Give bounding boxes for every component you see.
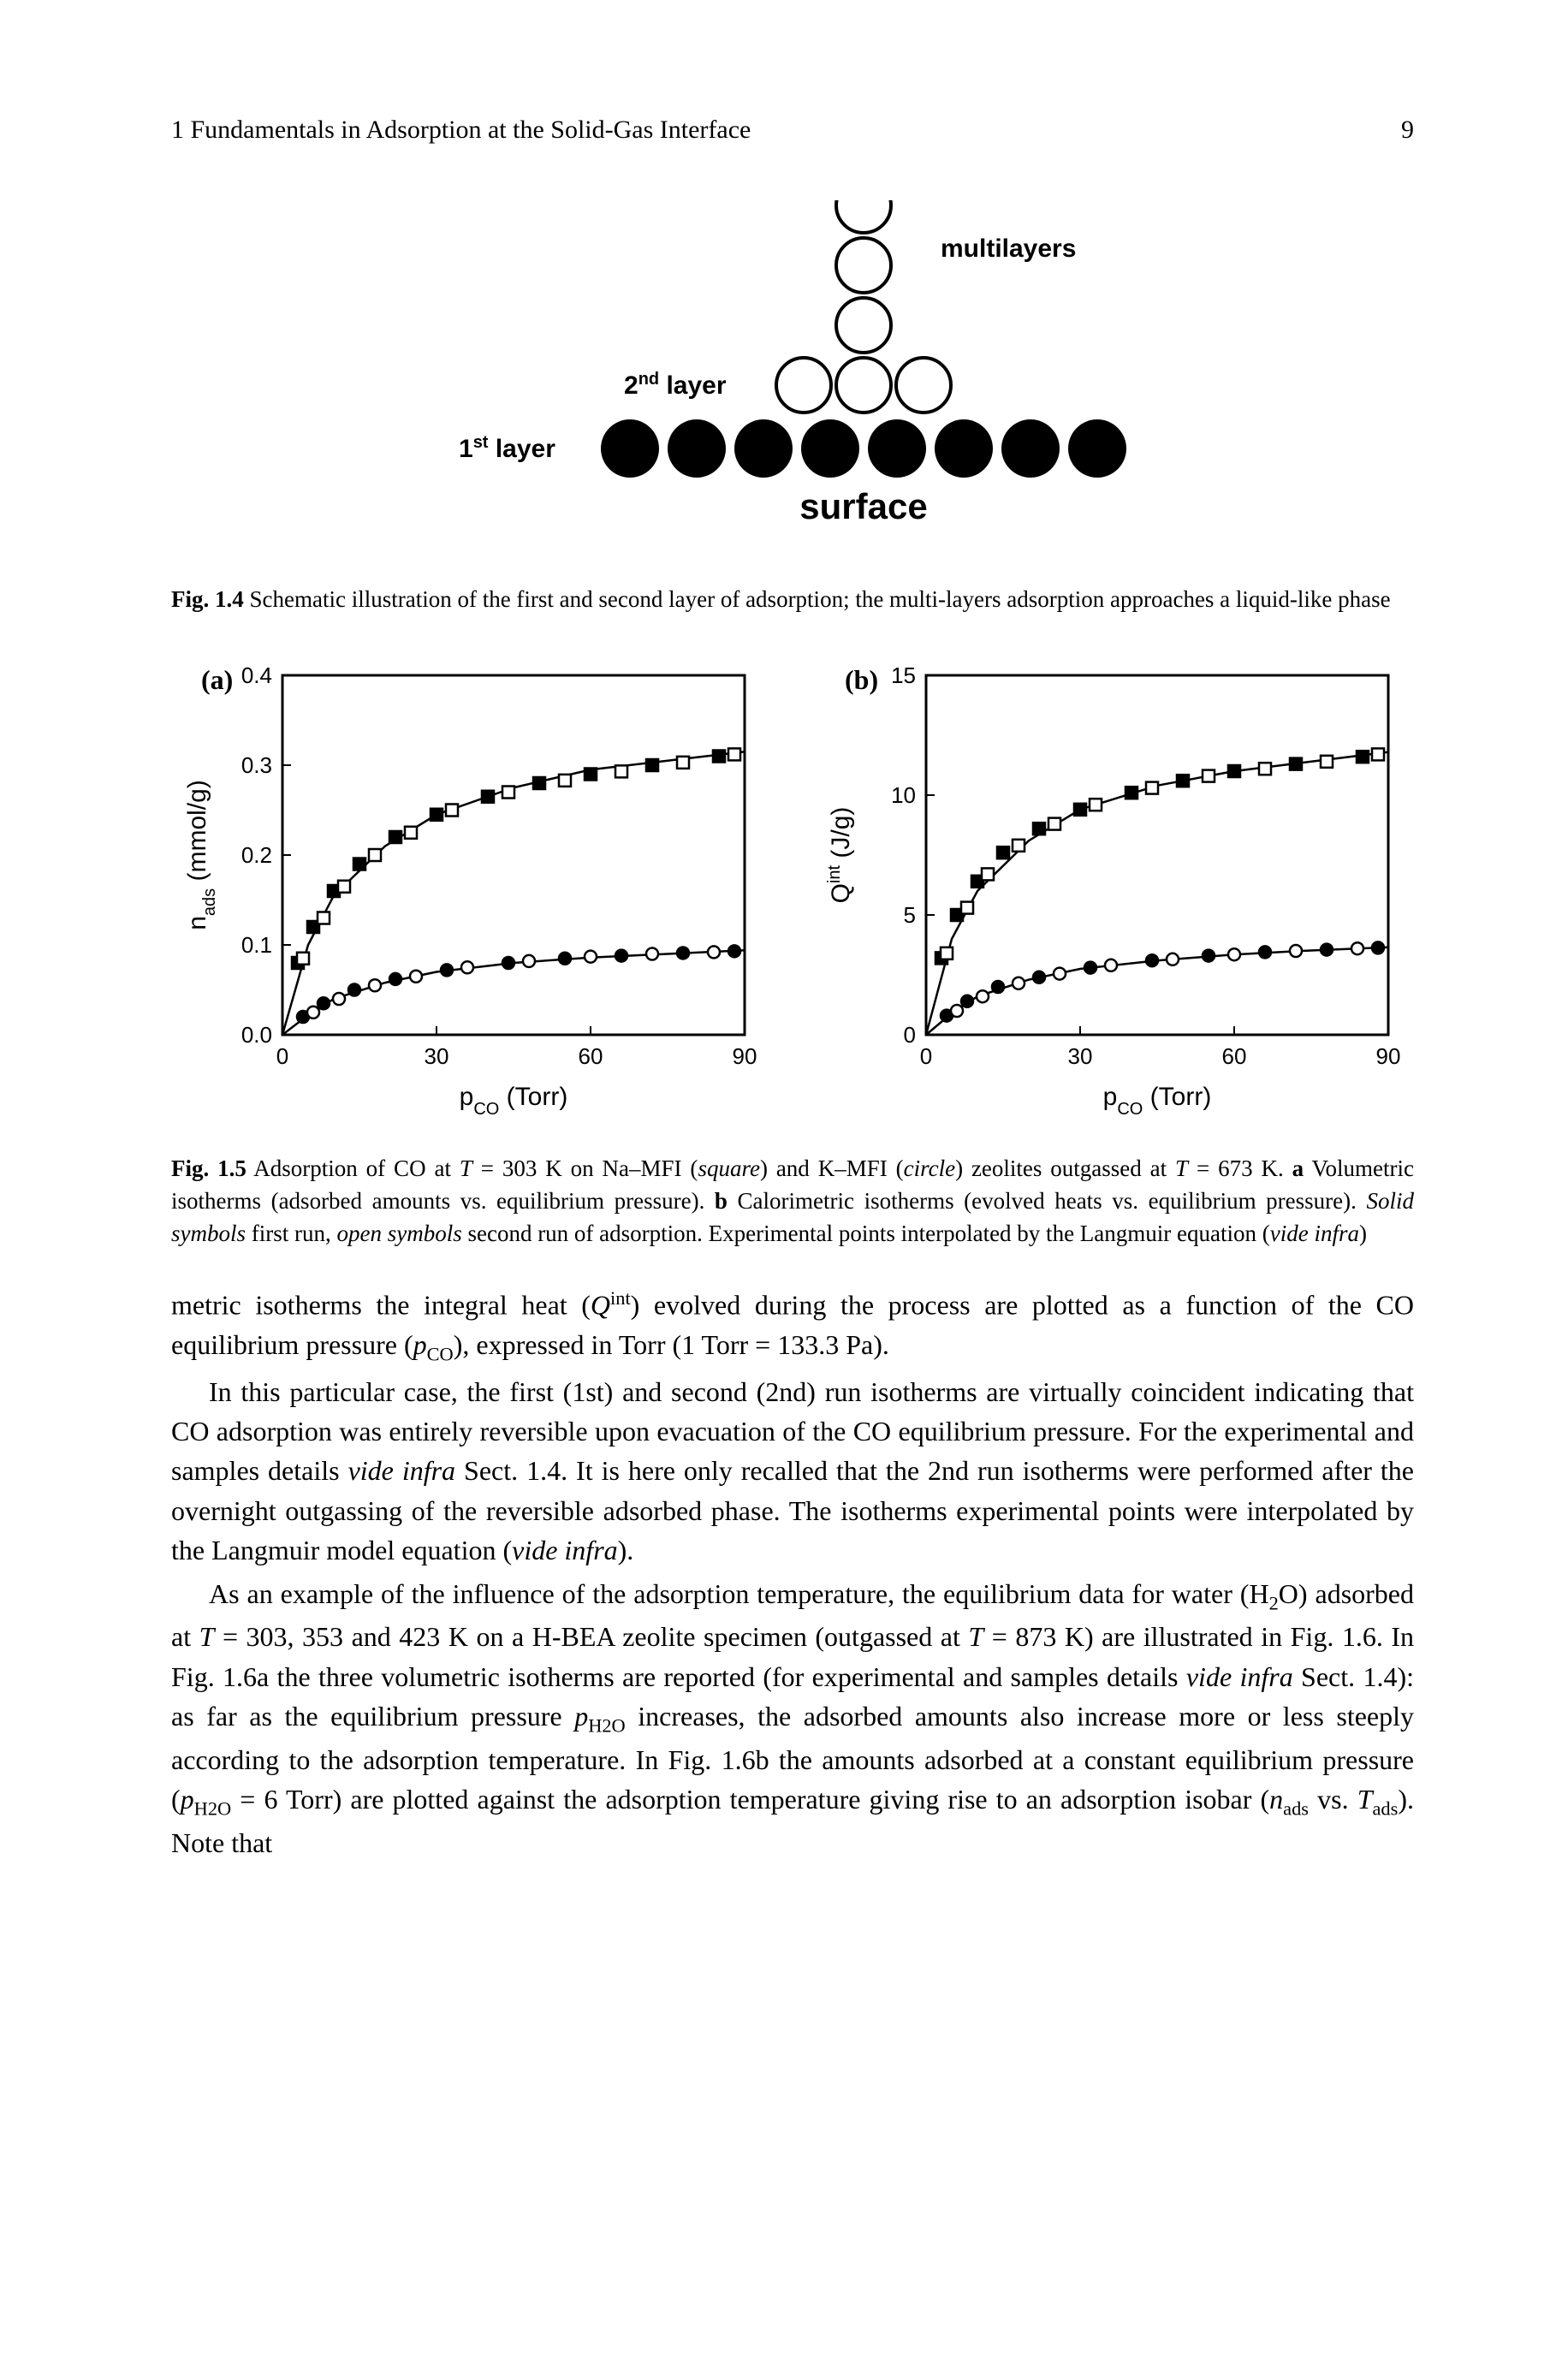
svg-text:0.3: 0.3 — [241, 752, 272, 778]
svg-text:0.1: 0.1 — [241, 932, 272, 958]
svg-text:15: 15 — [891, 662, 916, 688]
svg-text:0.0: 0.0 — [241, 1022, 272, 1048]
chapter-title: 1 Fundamentals in Adsorption at the Soli… — [171, 111, 751, 149]
svg-text:multilayers: multilayers — [941, 235, 1076, 263]
svg-text:30: 30 — [425, 1043, 449, 1069]
svg-text:5: 5 — [904, 902, 916, 928]
svg-text:0: 0 — [904, 1022, 916, 1048]
svg-text:0.2: 0.2 — [241, 842, 272, 868]
body-p2: In this particular case, the first (1st)… — [171, 1372, 1414, 1571]
fig-1-4-caption-text: Schematic illustration of the first and … — [244, 586, 1391, 612]
svg-text:2nd layer: 2nd layer — [624, 370, 727, 400]
svg-text:surface: surface — [799, 486, 927, 526]
svg-text:30: 30 — [1068, 1043, 1093, 1069]
figure-1-5: 0 30 60 90 0.0 0.1 0.2 0.3 0.4 (a) pCO (Torr) nads … — [171, 650, 1414, 1250]
body-p3: As an example of the influence of the ad… — [171, 1574, 1414, 1863]
svg-text:60: 60 — [579, 1043, 603, 1069]
fig-1-5-label: Fig. 1.5 — [171, 1155, 246, 1181]
page-number: 9 — [1401, 111, 1414, 149]
fig-1-4-caption: Fig. 1.4 Schematic illustration of the f… — [171, 584, 1414, 616]
svg-text:90: 90 — [733, 1043, 757, 1069]
svg-text:90: 90 — [1376, 1043, 1401, 1069]
svg-text:pCO (Torr): pCO (Torr) — [460, 1083, 568, 1119]
svg-text:0: 0 — [276, 1043, 288, 1069]
fig-1-5a-svg: 0 30 60 90 0.0 0.1 0.2 0.3 0.4 (a) pCO (Torr) nads … — [171, 650, 770, 1129]
svg-text:10: 10 — [891, 782, 916, 808]
svg-text:1st layer: 1st layer — [459, 433, 555, 463]
page: 1 Fundamentals in Adsorption at the Soli… — [0, 0, 1568, 2376]
svg-text:Qint (J/g): Qint (J/g) — [825, 807, 855, 904]
fig-1-5-caption: Fig. 1.5 Adsorption of CO at T = 303 K o… — [171, 1153, 1414, 1250]
figure-1-4: surface 1st layer 2nd layer multilayers Fig… — [171, 200, 1414, 616]
svg-text:0.4: 0.4 — [241, 662, 272, 688]
svg-text:60: 60 — [1222, 1043, 1247, 1069]
svg-text:(b): (b) — [845, 664, 878, 695]
svg-text:pCO (Torr): pCO (Torr) — [1103, 1083, 1212, 1119]
fig-1-4-label: Fig. 1.4 — [171, 586, 244, 612]
running-head: 1 Fundamentals in Adsorption at the Soli… — [171, 111, 1414, 149]
fig-1-5b-svg: 0 30 60 90 0 5 10 15 (b) pCO (Torr) Qint (J/g) — [815, 650, 1414, 1129]
svg-text:(a): (a) — [201, 664, 233, 695]
svg-text:nads (mmol/g): nads (mmol/g) — [183, 780, 219, 930]
fig-1-4-svg: surface 1st layer 2nd layer multilayers — [322, 200, 1263, 560]
body-p1: metric isotherms the integral heat (Qint… — [171, 1285, 1414, 1369]
svg-text:0: 0 — [920, 1043, 932, 1069]
